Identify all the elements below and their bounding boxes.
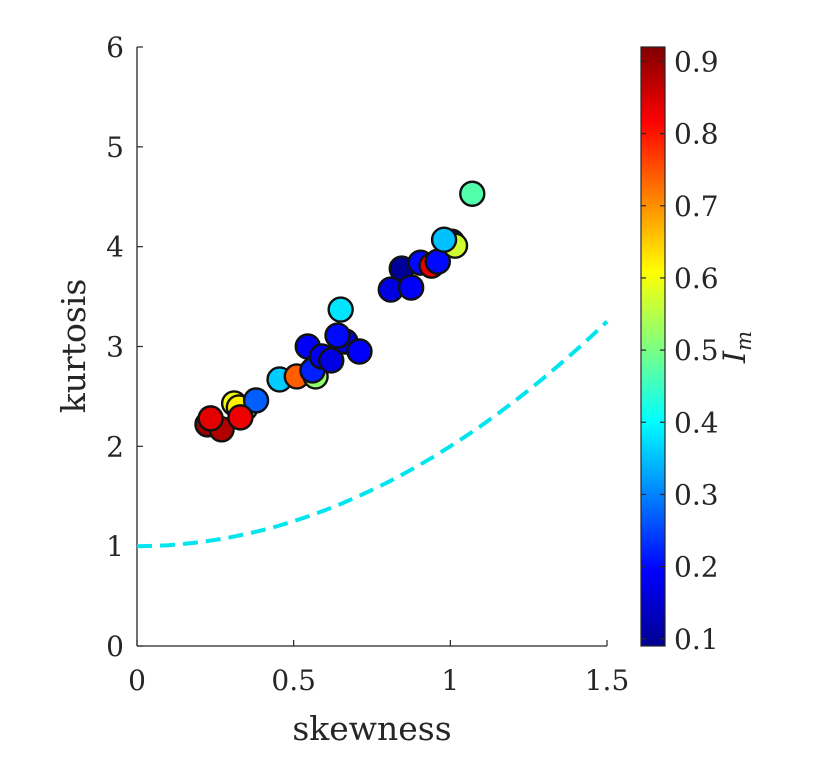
data-point: [397, 274, 425, 301]
x-ticks: 0 0.5 1 1.5: [128, 640, 629, 697]
colorbar-label-subscript: m: [732, 331, 756, 351]
data-point: [197, 405, 224, 432]
y-tick-label: 1: [106, 530, 124, 563]
data-point: [242, 387, 270, 414]
y-tick-label: 5: [106, 131, 124, 164]
data-point: [227, 404, 254, 431]
scatter-points: [194, 180, 486, 443]
plot-axes: [136, 47, 607, 647]
y-tick-label: 0: [106, 630, 124, 663]
colorbar-tick-label: 0.6: [674, 262, 719, 295]
dashed-bound-curve: [136, 320, 609, 549]
colorbar-tick-label: 0.7: [674, 190, 719, 223]
x-axis-label: skewness: [292, 709, 451, 748]
y-tick-label: 4: [106, 231, 124, 264]
y-axis-label: kurtosis: [54, 279, 93, 414]
data-point: [459, 180, 486, 207]
colorbar-label: Im: [717, 331, 756, 364]
colorbar-tick-label: 0.8: [674, 118, 719, 151]
colorbar-ticks: 0.1 0.2 0.3 0.4 0.5 0.6 0.7 0.8 0.9: [641, 45, 719, 656]
x-tick-label: 0: [128, 664, 146, 697]
data-point: [327, 296, 354, 323]
colorbar-label-main: I: [717, 350, 753, 364]
colorbar-gradient-bar: [640, 46, 666, 647]
y-tick-label: 6: [106, 31, 124, 64]
x-tick-label: 1.5: [585, 664, 630, 697]
data-point: [430, 226, 458, 253]
colorbar-tick-label: 0.9: [674, 45, 719, 78]
colorbar-tick-label: 0.5: [674, 334, 719, 367]
data-point: [324, 322, 351, 349]
x-tick-label: 1: [441, 664, 459, 697]
data-point: [318, 347, 345, 374]
y-tick-label: 3: [106, 331, 124, 364]
y-ticks: 0 1 2 3 4 5 6: [106, 31, 143, 663]
colorbar-tick-label: 0.4: [674, 406, 719, 439]
data-point: [346, 338, 373, 365]
colorbar-tick-label: 0.1: [674, 623, 719, 656]
y-tick-label: 2: [106, 430, 124, 463]
colorbar-tick-label: 0.3: [674, 478, 719, 511]
colorbar-tick-label: 0.2: [674, 551, 719, 584]
colorbar: 0.1 0.2 0.3 0.4 0.5 0.6 0.7 0.8 0.9 Im: [640, 45, 756, 656]
x-tick-label: 0.5: [271, 664, 316, 697]
